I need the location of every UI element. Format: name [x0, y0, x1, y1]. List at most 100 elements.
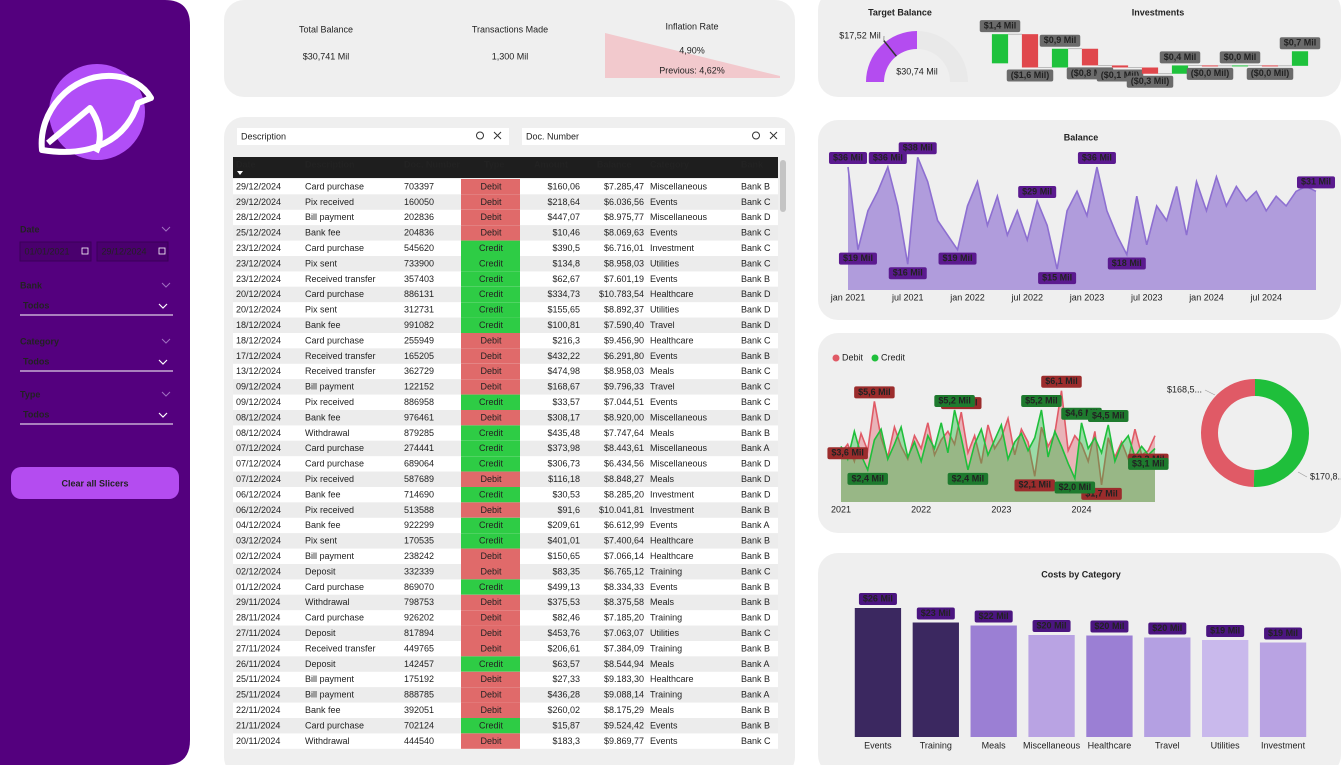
table-cell: 28/11/2024	[236, 613, 280, 623]
table-cell: Events	[650, 351, 678, 361]
table-cell: $160,06	[547, 181, 580, 191]
table-cell: Bank A	[741, 659, 770, 669]
date-input[interactable]	[19, 241, 92, 262]
table-cell: $435,48	[547, 428, 580, 438]
type-cell	[461, 440, 520, 457]
table-cell: Credit	[479, 582, 504, 592]
table-cell: $8.920,00	[604, 412, 644, 422]
table-cell: Credit	[479, 274, 504, 284]
table-cell: Debit	[480, 736, 502, 746]
value-label: $20 Mil	[1037, 620, 1067, 630]
x-tick-label: 2021	[831, 504, 851, 514]
table-cell: Healthcare	[650, 289, 694, 299]
table-cell: 06/12/2024	[236, 505, 281, 515]
x-tick-label: jan 2021	[830, 292, 866, 302]
search-icon	[752, 131, 760, 140]
table-cell: $306,73	[547, 459, 580, 469]
value-label: $2,0 Mil	[1059, 482, 1092, 492]
legend-label: Debit	[842, 352, 864, 362]
search-box[interactable]	[237, 128, 509, 145]
table-cell: Bank fee	[305, 489, 341, 499]
gauge-value-label: $30,74 Mil	[896, 66, 938, 76]
table-cell: Card purchase	[305, 720, 364, 730]
search-box[interactable]	[522, 128, 785, 145]
clear-button[interactable]	[11, 467, 179, 499]
clear-icon	[769, 131, 778, 140]
table-cell: Bank B	[741, 505, 770, 515]
table-cell: $218,64	[547, 197, 580, 207]
table-cell: 03/12/2024	[236, 536, 281, 546]
inflation-sparkline	[605, 33, 780, 78]
table-cell: Debit	[480, 643, 502, 653]
table-cell: 238242	[404, 551, 434, 561]
type-cell	[461, 579, 520, 595]
type-cell	[461, 733, 520, 749]
type-cell	[461, 456, 520, 472]
table-cell: Meals	[650, 474, 675, 484]
table-cell: $453,76	[547, 628, 580, 638]
dropdown[interactable]	[20, 353, 173, 371]
value-label-bg	[1021, 394, 1062, 407]
table-cell: Training	[650, 566, 682, 576]
table-cell: 702124	[404, 720, 434, 730]
value-label-bg	[1014, 479, 1056, 492]
table-cell: Card purchase	[305, 443, 364, 453]
table-cell: Card purchase	[305, 335, 364, 345]
value-label-bg	[858, 593, 897, 605]
line	[847, 156, 1317, 270]
dropdown[interactable]	[20, 297, 173, 315]
value-label: ($0,1 Mil)	[1101, 70, 1140, 80]
table-cell: 25/11/2024	[236, 690, 280, 700]
table-cell: $8.334,33	[604, 582, 644, 592]
value-label-bg	[1032, 620, 1071, 632]
chart-title: Balance	[1064, 132, 1099, 142]
table-cell: Debit	[480, 566, 502, 576]
target-label: $17,52 Mil	[839, 30, 881, 40]
donut-leader	[1204, 389, 1216, 396]
table-cell: Received transfer	[305, 366, 376, 376]
date-input[interactable]	[96, 241, 169, 262]
x-tick-label: jul 2022	[1010, 292, 1043, 302]
table-cell: $375,53	[547, 597, 580, 607]
table-cell: 09/12/2024	[236, 382, 281, 392]
x-tick-label: Meals	[982, 740, 1007, 750]
value-label: $29 Mil	[1022, 186, 1052, 196]
value-label-bg	[1087, 409, 1129, 422]
table-cell: Bank C	[741, 628, 771, 638]
table-cell: 07/12/2024	[236, 459, 281, 469]
table-cell: Debit	[480, 551, 502, 561]
table-cell: Bill payment	[305, 551, 355, 561]
table-cell: 165205	[404, 351, 434, 361]
value-label-bg	[974, 610, 1013, 623]
table-cell: Debit	[480, 613, 502, 623]
column-header: Balance	[597, 159, 632, 169]
table-cell: $8.285,20	[604, 489, 644, 499]
waterfall-bar	[1291, 51, 1309, 66]
value-label: ($1,6 Mil)	[1011, 70, 1050, 80]
table-cell: 04/12/2024	[236, 520, 281, 530]
table-cell: 23/12/2024	[236, 258, 281, 268]
table-cell: Events	[650, 720, 678, 730]
table-cell: 09/12/2024	[236, 397, 281, 407]
bar	[970, 625, 1017, 737]
table-cell: 142457	[404, 659, 434, 669]
table-cell: Card purchase	[305, 243, 364, 253]
type-cell	[461, 641, 520, 657]
table-cell: Pix sent	[305, 536, 338, 546]
table-cell: $10.041,81	[599, 505, 644, 515]
table-cell: Bank D	[741, 459, 771, 469]
bar	[1028, 635, 1075, 737]
type-cell	[461, 394, 520, 410]
scrollbar-thumb[interactable]	[780, 160, 786, 212]
table-cell: Debit	[480, 212, 502, 222]
search-placeholder: Description	[241, 131, 286, 141]
table-cell: $474,98	[547, 366, 580, 376]
table-cell: 357403	[404, 274, 434, 284]
dropdown[interactable]	[20, 406, 173, 424]
table-cell: $6.765,12	[604, 566, 644, 576]
value-label: $26 Mil	[863, 593, 893, 603]
table-cell: Debit	[480, 382, 502, 392]
table-cell: Bill payment	[305, 212, 355, 222]
table-cell: $8.069,63	[604, 228, 644, 238]
bar	[854, 608, 902, 737]
